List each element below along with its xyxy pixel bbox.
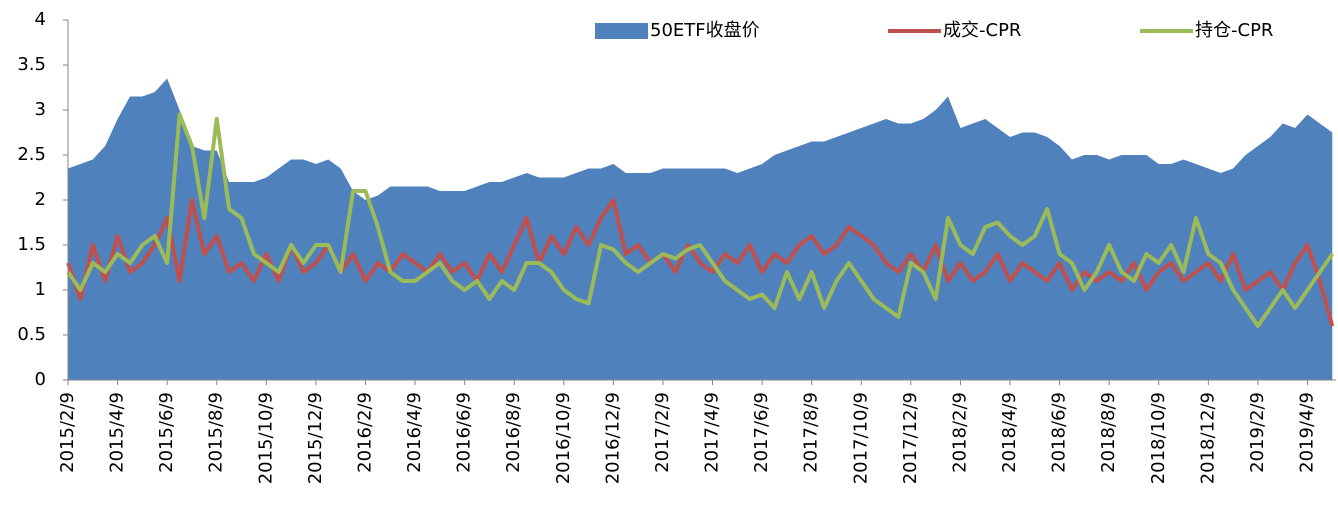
y-tick-label: 2.5 bbox=[17, 144, 46, 165]
x-tick-label: 2017/4/9 bbox=[702, 392, 723, 473]
x-tick-label: 2019/4/9 bbox=[1296, 392, 1317, 473]
x-tick-label: 2018/12/9 bbox=[1197, 392, 1218, 484]
y-tick-label: 3.5 bbox=[17, 54, 46, 75]
y-tick-label: 4 bbox=[35, 9, 46, 30]
legend-label: 成交-CPR bbox=[943, 20, 1021, 41]
y-tick-label: 3 bbox=[35, 99, 46, 120]
x-tick-label: 2016/10/9 bbox=[553, 392, 574, 484]
x-tick-label: 2015/10/9 bbox=[255, 392, 276, 484]
area bbox=[68, 78, 1333, 380]
legend-label: 持仓-CPR bbox=[1195, 20, 1273, 41]
x-tick-label: 2017/8/9 bbox=[801, 392, 822, 473]
x-tick-label: 2016/8/9 bbox=[503, 392, 524, 473]
y-tick-label: 0 bbox=[35, 369, 46, 390]
x-tick-label: 2015/4/9 bbox=[107, 392, 128, 473]
x-tick-label: 2016/12/9 bbox=[602, 392, 623, 484]
x-tick-label: 2017/6/9 bbox=[751, 392, 772, 473]
y-tick-label: 1 bbox=[35, 279, 46, 300]
x-tick-label: 2017/12/9 bbox=[900, 392, 921, 484]
x-tick-label: 2018/8/9 bbox=[1098, 392, 1119, 473]
x-tick-label: 2018/6/9 bbox=[1049, 392, 1070, 473]
x-tick-label: 2018/4/9 bbox=[999, 392, 1020, 473]
line bbox=[66, 198, 1335, 327]
x-tick-label: 2017/2/9 bbox=[652, 392, 673, 473]
line bbox=[66, 112, 1334, 328]
legend-label: 50ETF收盘价 bbox=[650, 20, 760, 41]
x-tick-label: 2015/2/9 bbox=[57, 392, 78, 473]
x-tick-label: 2015/8/9 bbox=[206, 392, 227, 473]
x-tick-label: 2015/12/9 bbox=[305, 392, 326, 484]
y-tick-label: 1.5 bbox=[17, 234, 46, 255]
y-tick-label: 0.5 bbox=[17, 324, 46, 345]
x-tick-label: 2016/2/9 bbox=[354, 392, 375, 473]
x-tick-label: 2016/4/9 bbox=[404, 392, 425, 473]
legend-swatch bbox=[595, 23, 648, 39]
x-tick-label: 2016/6/9 bbox=[454, 392, 475, 473]
x-tick-label: 2018/10/9 bbox=[1148, 392, 1169, 484]
x-tick-label: 2019/2/9 bbox=[1247, 392, 1268, 473]
x-tick-label: 2017/10/9 bbox=[850, 392, 871, 484]
x-tick-label: 2018/2/9 bbox=[949, 392, 970, 473]
y-tick-label: 2 bbox=[35, 189, 46, 210]
x-tick-label: 2015/6/9 bbox=[156, 392, 177, 473]
